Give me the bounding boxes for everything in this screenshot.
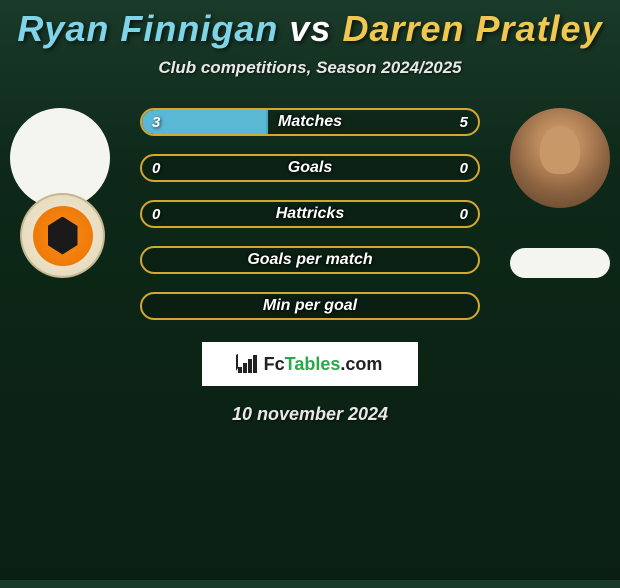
subtitle: Club competitions, Season 2024/2025 [0,58,620,78]
vs-text: vs [289,8,331,49]
bar-track [140,246,480,274]
chart-icon [238,355,260,373]
bar-track [140,292,480,320]
stat-row: Goals per match [140,246,480,274]
bar-track [140,154,480,182]
player2-club-badge [510,248,610,278]
stat-row: Hattricks00 [140,200,480,228]
player1-club-badge [20,193,105,278]
stat-row: Goals00 [140,154,480,182]
logo-prefix: Fc [264,354,285,374]
bar-track [140,108,480,136]
logo-text: FcTables.com [264,354,383,375]
stat-row: Matches35 [140,108,480,136]
bar-fill-left [142,110,268,134]
stat-row: Min per goal [140,292,480,320]
comparison-panel: Matches35 Goals00 Hattricks00 Goals per mat… [0,108,620,425]
player2-avatar [510,108,610,208]
logo-suffix: .com [340,354,382,374]
date-text: 10 november 2024 [0,404,620,425]
logo-highlight: Tables [285,354,341,374]
page-title: Ryan Finnigan vs Darren Pratley [0,8,620,50]
stat-bars: Matches35 Goals00 Hattricks00 Goals per mat… [140,108,480,320]
player2-name: Darren Pratley [342,8,602,49]
bar-track [140,200,480,228]
player1-name: Ryan Finnigan [17,8,278,49]
source-logo: FcTables.com [202,342,418,386]
